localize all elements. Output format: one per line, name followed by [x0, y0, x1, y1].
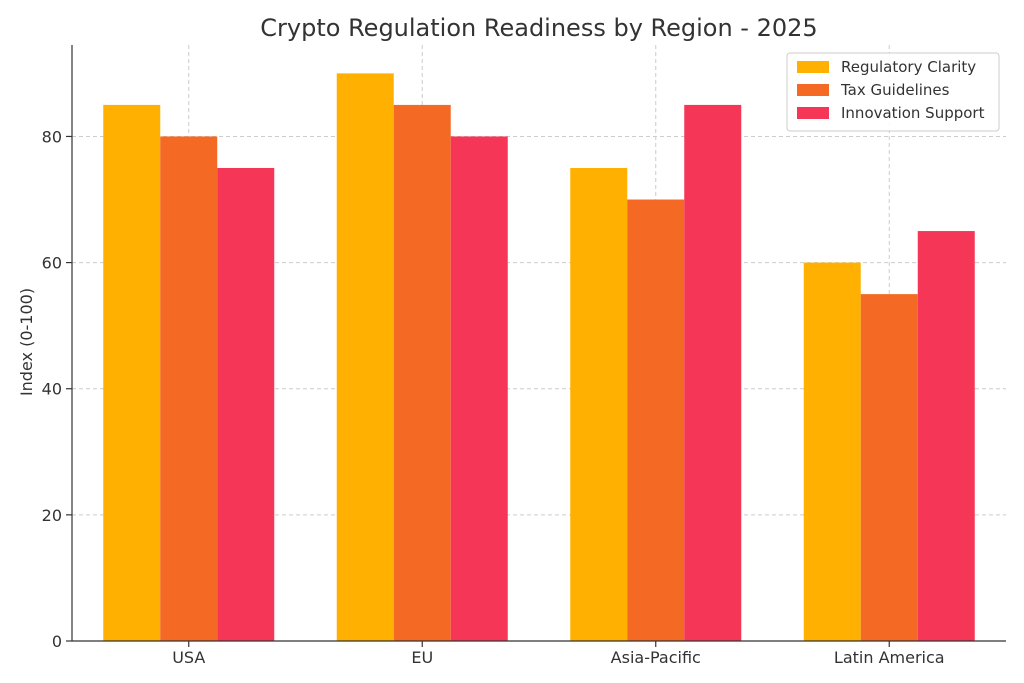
legend-swatch: [797, 107, 829, 119]
bar: [627, 199, 685, 641]
bar: [217, 167, 275, 641]
bar: [103, 104, 161, 641]
legend-swatch: [797, 61, 829, 73]
bar: [860, 294, 918, 641]
legend-swatch: [797, 84, 829, 96]
y-axis-label: Index (0-100): [17, 288, 36, 396]
y-ticks: 0 20 40 60 80: [42, 127, 72, 651]
legend-label: Tax Guidelines: [840, 81, 950, 99]
bar: [336, 73, 394, 641]
x-tick-label: Asia-Pacific: [611, 648, 701, 667]
y-tick-label: 60: [42, 254, 62, 273]
y-tick-label: 40: [42, 380, 62, 399]
y-tick-label: 80: [42, 127, 62, 146]
bar: [450, 136, 508, 641]
bar: [917, 231, 975, 641]
bar: [684, 104, 742, 641]
y-tick-label: 20: [42, 506, 62, 525]
bars: [103, 73, 975, 641]
y-tick-label: 0: [52, 632, 62, 651]
legend-label: Regulatory Clarity: [841, 58, 976, 76]
x-tick-label: Latin America: [834, 648, 945, 667]
bar: [393, 104, 451, 641]
bar: [160, 136, 218, 641]
legend-label: Innovation Support: [841, 104, 985, 122]
legend-frame: [786, 52, 1000, 132]
chart-title: Crypto Regulation Readiness by Region - …: [260, 14, 817, 42]
bar: [570, 167, 628, 641]
x-ticks: USA EU Asia-Pacific Latin America: [172, 641, 945, 667]
axes: [71, 45, 1006, 642]
x-tick-label: USA: [172, 648, 205, 667]
bar: [803, 262, 861, 641]
legend: Regulatory Clarity Tax Guidelines Innovati…: [786, 52, 1000, 132]
x-tick-label: EU: [411, 648, 433, 667]
